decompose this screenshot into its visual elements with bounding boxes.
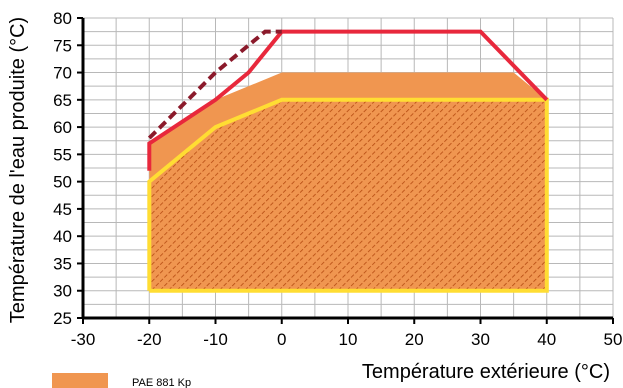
- hatched-area-series-1: [149, 99, 547, 291]
- tick-labels: -30 -20 -10 0 10 20 30 40 50 25 30 35 40 45 50 55 60 65 70…: [53, 9, 622, 349]
- line-series-2: [147, 97, 549, 293]
- y-tick-label: 70: [53, 64, 72, 83]
- line-series-3: [147, 29, 549, 171]
- x-axis-label: Température extérieure (°C): [362, 361, 610, 383]
- legend-swatch: [52, 373, 108, 388]
- x-tick-label: -20: [137, 330, 162, 349]
- axes: [77, 17, 614, 324]
- data-series: [147, 29, 549, 293]
- x-tick-label: -10: [203, 330, 228, 349]
- y-tick-label: 30: [53, 282, 72, 301]
- line-series-4: [147, 29, 282, 140]
- y-tick-label: 80: [53, 9, 72, 28]
- y-tick-label: 65: [53, 91, 72, 110]
- x-tick-label: 40: [537, 330, 556, 349]
- y-tick-label: 25: [53, 309, 72, 328]
- x-tick-label: 10: [339, 330, 358, 349]
- y-tick-label: 55: [53, 145, 72, 164]
- y-tick-label: 60: [53, 118, 72, 137]
- y-tick-label: 75: [53, 36, 72, 55]
- legend: PAE 881 Kp: [52, 373, 191, 388]
- x-tick-label: 50: [604, 330, 623, 349]
- y-tick-label: 45: [53, 200, 72, 219]
- x-tick-label: -30: [71, 330, 96, 349]
- x-tick-label: 30: [471, 330, 490, 349]
- y-tick-label: 40: [53, 227, 72, 246]
- legend-label: PAE 881 Kp: [132, 377, 191, 388]
- y-axis-label: Température de l'eau produite (°C): [7, 17, 29, 323]
- x-tick-label: 0: [277, 330, 286, 349]
- x-tick-label: 20: [405, 330, 424, 349]
- y-tick-label: 50: [53, 173, 72, 192]
- y-tick-label: 35: [53, 254, 72, 273]
